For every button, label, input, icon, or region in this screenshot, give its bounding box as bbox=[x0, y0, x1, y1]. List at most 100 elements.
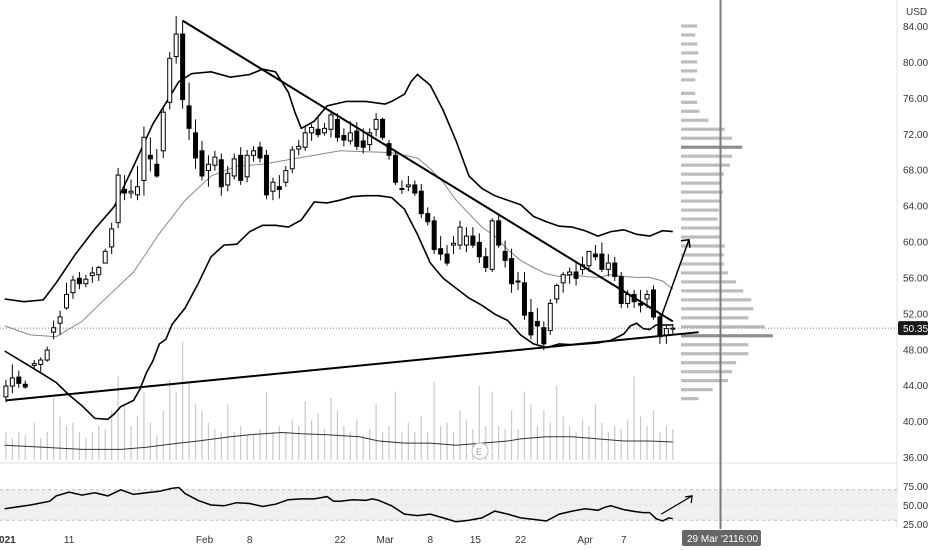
candle-body bbox=[257, 146, 263, 159]
candle bbox=[167, 52, 173, 110]
price-axis[interactable]: USD 84.00 80.00 76.00 72.00 68.00 64.00 60.00 5… bbox=[903, 7, 928, 464]
descending-trendline[interactable] bbox=[182, 19, 674, 323]
candle-body bbox=[173, 33, 179, 58]
price-tick-label: 64.00 bbox=[903, 202, 928, 213]
candle-body bbox=[573, 271, 579, 279]
volume-profile-bar bbox=[681, 51, 699, 55]
trendlines[interactable] bbox=[5, 19, 699, 515]
candle-body bbox=[167, 57, 173, 103]
candle-body bbox=[650, 289, 656, 318]
candle bbox=[444, 245, 450, 266]
rsi-band bbox=[0, 489, 897, 521]
volume-profile-bar bbox=[681, 253, 724, 257]
price-tick-label: 60.00 bbox=[903, 238, 928, 249]
volume-ma-line bbox=[4, 431, 673, 450]
candle-body bbox=[341, 135, 347, 141]
candle-body bbox=[302, 132, 308, 148]
candle-body bbox=[180, 33, 186, 101]
candle-body bbox=[289, 149, 295, 170]
current-price-tag: 50.35 bbox=[903, 324, 928, 335]
volume-profile-bar bbox=[681, 361, 737, 365]
time-tick-label: 7 bbox=[621, 535, 627, 546]
date-tag-bg bbox=[682, 530, 761, 546]
events-badge[interactable]: E bbox=[471, 442, 489, 460]
candle bbox=[315, 117, 321, 138]
volume-profile-bar bbox=[681, 397, 699, 401]
candle-body bbox=[270, 181, 276, 192]
candle-body bbox=[238, 154, 244, 181]
candle bbox=[341, 128, 347, 147]
cursor-crosshair bbox=[0, 0, 897, 529]
candle-body bbox=[489, 220, 495, 270]
ascending-trendline[interactable] bbox=[5, 331, 699, 402]
candle-body bbox=[444, 253, 450, 264]
candle-body bbox=[76, 277, 82, 285]
candle bbox=[57, 310, 63, 335]
candle bbox=[309, 123, 315, 141]
price-tick-label: 48.00 bbox=[903, 345, 928, 356]
candle-body bbox=[373, 118, 379, 130]
candle-body bbox=[44, 349, 50, 361]
candle-body bbox=[64, 293, 70, 309]
candle-body bbox=[392, 154, 398, 183]
volume-profile-bar bbox=[681, 190, 723, 194]
candle bbox=[509, 248, 515, 293]
candle-body bbox=[141, 136, 147, 181]
candle bbox=[83, 274, 89, 288]
breakout-arrow[interactable] bbox=[660, 239, 690, 318]
candle bbox=[431, 216, 437, 255]
axis-tags: 50.35 29 Mar '21 16:00 bbox=[682, 321, 928, 546]
candle bbox=[392, 149, 398, 185]
volume-profile-bar bbox=[681, 127, 725, 131]
candle-body bbox=[599, 253, 605, 270]
bollinger-upper-line bbox=[4, 68, 673, 303]
candle bbox=[122, 175, 128, 201]
candle-body bbox=[399, 188, 405, 191]
candle bbox=[605, 254, 611, 277]
candle-body bbox=[470, 235, 476, 246]
candle-body bbox=[541, 327, 547, 345]
volume-profile-bar bbox=[681, 343, 749, 347]
candle bbox=[16, 370, 22, 388]
volume-profile-bar bbox=[681, 289, 744, 293]
volume-bars bbox=[4, 342, 674, 460]
candle-body bbox=[463, 235, 469, 246]
candle bbox=[515, 272, 521, 290]
ma20-line bbox=[4, 150, 674, 338]
candle-body bbox=[83, 278, 89, 285]
breakout-arrowhead bbox=[680, 238, 691, 248]
candle-body bbox=[534, 320, 540, 327]
candle-body bbox=[457, 226, 463, 246]
candle-body bbox=[328, 114, 334, 130]
price-tag-bg bbox=[898, 321, 928, 336]
candle bbox=[244, 149, 250, 183]
volume-profile-bar bbox=[681, 24, 698, 28]
volume-profile-bar bbox=[681, 325, 765, 329]
candle bbox=[418, 184, 424, 219]
candle-body bbox=[496, 220, 502, 246]
candle bbox=[147, 137, 153, 172]
candle-body bbox=[438, 248, 444, 255]
candle bbox=[425, 207, 431, 226]
price-tick-label: 44.00 bbox=[903, 381, 928, 392]
events-e-icon[interactable] bbox=[471, 442, 489, 460]
candle bbox=[296, 140, 302, 156]
time-axis[interactable]: 2021 11 Feb 8 22 Mar 8 15 22 Apr 7 bbox=[0, 535, 627, 546]
candle-body bbox=[70, 279, 76, 294]
candle-body bbox=[128, 190, 134, 194]
candle-body bbox=[528, 311, 534, 336]
time-tick-label: Apr bbox=[577, 535, 593, 546]
candle-body bbox=[283, 170, 289, 183]
candle-body bbox=[109, 228, 115, 248]
time-tick-label: 22 bbox=[515, 535, 527, 546]
candle bbox=[547, 298, 553, 335]
events-e-label: E bbox=[476, 447, 482, 457]
candle bbox=[231, 153, 237, 180]
candle bbox=[160, 107, 166, 158]
candle-body bbox=[212, 156, 218, 166]
rsi-line bbox=[4, 486, 673, 523]
volume-profile-bar bbox=[681, 244, 725, 248]
volume-profile-bar bbox=[681, 280, 737, 284]
candle bbox=[44, 346, 50, 362]
